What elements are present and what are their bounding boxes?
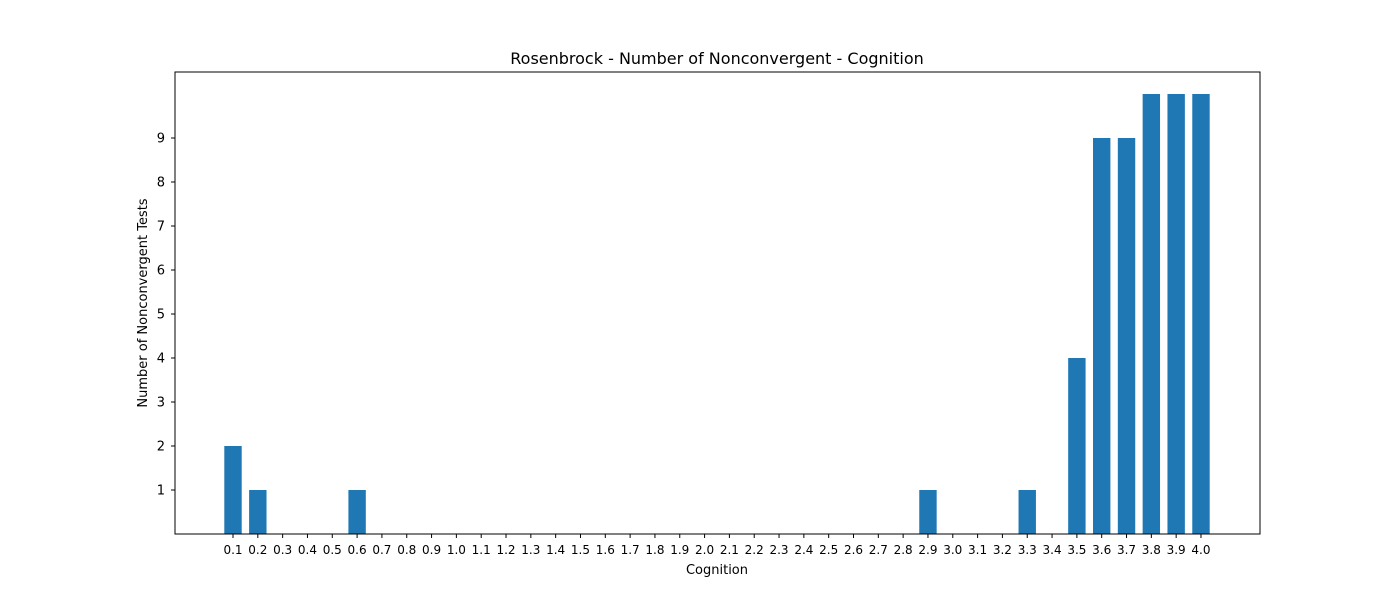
bar-4.0 <box>1192 94 1210 534</box>
x-tick-label-1.0: 1.0 <box>447 543 466 557</box>
x-tick-label-0.5: 0.5 <box>323 543 342 557</box>
y-tick-label-7: 7 <box>157 220 165 235</box>
bar-0.6 <box>348 490 366 534</box>
x-tick-label-1.5: 1.5 <box>571 543 590 557</box>
x-tick-label-0.4: 0.4 <box>298 543 317 557</box>
x-tick-label-4.0: 4.0 <box>1191 543 1210 557</box>
x-tick-label-3.4: 3.4 <box>1043 543 1062 557</box>
y-tick-label-9: 9 <box>157 132 165 147</box>
x-tick-label-2.8: 2.8 <box>894 543 913 557</box>
bar-0.1 <box>224 446 242 534</box>
y-tick-label-6: 6 <box>157 264 165 279</box>
bar-3.8 <box>1142 94 1161 534</box>
x-tick-label-1.1: 1.1 <box>472 543 491 557</box>
x-tick-label-1.9: 1.9 <box>670 543 689 557</box>
x-tick-label-3.0: 3.0 <box>943 543 962 557</box>
bar-3.5 <box>1068 358 1086 534</box>
bar-2.9 <box>919 490 937 534</box>
y-tick-label-3: 3 <box>157 396 165 411</box>
y-tick-label-2: 2 <box>157 440 165 455</box>
y-tick-label-4: 4 <box>157 352 165 367</box>
x-axis: 0.1 0.2 0.3 0.4 0.5 0.6 0.7 0.8 0.9 1.0 1.1 1.2 1.3 1… <box>223 534 1211 557</box>
x-tick-label-2.5: 2.5 <box>819 543 838 557</box>
y-axis: 1 2 3 4 5 6 7 8 9 <box>157 132 175 499</box>
x-tick-label-2.4: 2.4 <box>794 543 813 557</box>
x-tick-label-0.6: 0.6 <box>348 543 367 557</box>
bar-3.3 <box>1018 490 1036 534</box>
x-tick-label-0.3: 0.3 <box>273 543 292 557</box>
y-tick-label-5: 5 <box>157 308 165 323</box>
x-tick-label-0.9: 0.9 <box>422 543 441 557</box>
x-tick-label-0.1: 0.1 <box>223 543 242 557</box>
bars-layer <box>224 94 1210 534</box>
x-axis-label: Cognition <box>686 563 748 578</box>
x-tick-label-0.7: 0.7 <box>372 543 391 557</box>
x-tick-label-2.7: 2.7 <box>869 543 888 557</box>
x-tick-label-2.0: 2.0 <box>695 543 714 557</box>
x-tick-label-3.3: 3.3 <box>1018 543 1037 557</box>
bar-3.6 <box>1093 138 1111 534</box>
x-tick-label-3.9: 3.9 <box>1167 543 1186 557</box>
x-tick-label-1.8: 1.8 <box>645 543 664 557</box>
x-tick-label-2.1: 2.1 <box>720 543 739 557</box>
x-tick-label-2.9: 2.9 <box>918 543 937 557</box>
y-tick-label-1: 1 <box>157 484 165 499</box>
x-tick-label-1.6: 1.6 <box>596 543 615 557</box>
y-tick-label-8: 8 <box>157 176 165 191</box>
chart-title: Rosenbrock - Number of Nonconvergent - C… <box>510 49 924 68</box>
x-tick-label-1.7: 1.7 <box>621 543 640 557</box>
x-tick-label-3.8: 3.8 <box>1142 543 1161 557</box>
plot-frame <box>174 71 1261 535</box>
x-tick-label-1.3: 1.3 <box>521 543 540 557</box>
bar-0.2 <box>249 490 267 534</box>
y-axis-label: Number of Nonconvergent Tests <box>136 198 151 407</box>
x-tick-label-2.6: 2.6 <box>844 543 863 557</box>
bar-3.9 <box>1167 94 1185 534</box>
x-tick-label-3.1: 3.1 <box>968 543 987 557</box>
x-tick-label-3.6: 3.6 <box>1092 543 1111 557</box>
x-tick-label-3.5: 3.5 <box>1067 543 1086 557</box>
x-tick-label-1.2: 1.2 <box>496 543 515 557</box>
x-tick-label-0.2: 0.2 <box>248 543 267 557</box>
x-tick-label-1.4: 1.4 <box>546 543 565 557</box>
bar-3.7 <box>1117 138 1136 534</box>
x-tick-label-0.8: 0.8 <box>397 543 416 557</box>
x-tick-label-3.7: 3.7 <box>1117 543 1136 557</box>
x-tick-label-2.2: 2.2 <box>745 543 764 557</box>
x-tick-label-3.2: 3.2 <box>993 543 1012 557</box>
x-tick-label-2.3: 2.3 <box>769 543 788 557</box>
